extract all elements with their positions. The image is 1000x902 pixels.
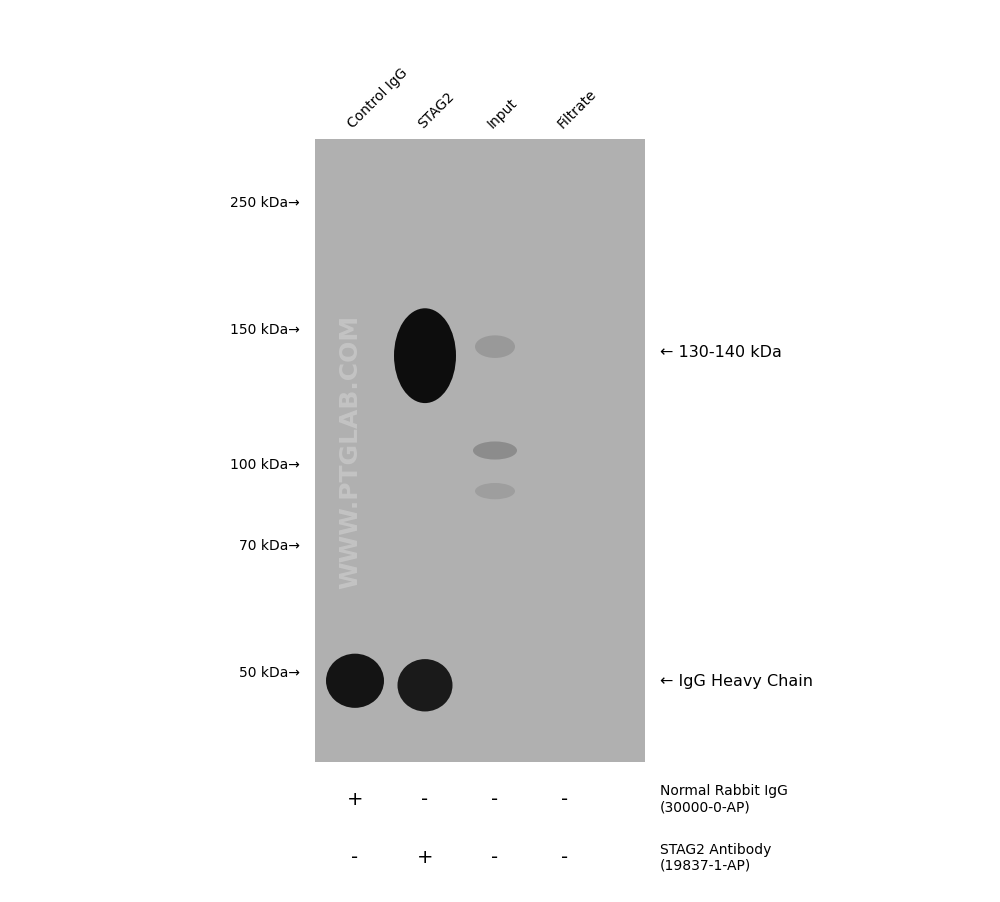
Text: STAG2: STAG2 bbox=[415, 89, 457, 131]
Text: 50 kDa→: 50 kDa→ bbox=[239, 665, 300, 679]
Text: Control IgG: Control IgG bbox=[345, 66, 410, 131]
Ellipse shape bbox=[473, 442, 517, 460]
Ellipse shape bbox=[394, 308, 456, 403]
Text: 250 kDa→: 250 kDa→ bbox=[230, 196, 300, 210]
Text: ← IgG Heavy Chain: ← IgG Heavy Chain bbox=[660, 674, 813, 688]
Text: -: - bbox=[491, 788, 499, 808]
Text: -: - bbox=[351, 847, 359, 867]
Text: Input: Input bbox=[485, 96, 520, 131]
Ellipse shape bbox=[475, 336, 515, 359]
Text: +: + bbox=[347, 788, 363, 808]
Text: -: - bbox=[561, 847, 569, 867]
Text: Normal Rabbit IgG
(30000-0-AP): Normal Rabbit IgG (30000-0-AP) bbox=[660, 783, 788, 814]
Text: 150 kDa→: 150 kDa→ bbox=[230, 322, 300, 336]
Text: WWW.PTGLAB.COM: WWW.PTGLAB.COM bbox=[338, 314, 362, 588]
Text: 100 kDa→: 100 kDa→ bbox=[230, 457, 300, 472]
Text: -: - bbox=[491, 847, 499, 867]
Ellipse shape bbox=[398, 659, 452, 712]
Text: STAG2 Antibody
(19837-1-AP): STAG2 Antibody (19837-1-AP) bbox=[660, 842, 771, 872]
Bar bbox=[315, 140, 645, 762]
Text: +: + bbox=[417, 847, 433, 867]
Ellipse shape bbox=[326, 654, 384, 708]
Text: -: - bbox=[561, 788, 569, 808]
Text: -: - bbox=[421, 788, 429, 808]
Text: 70 kDa→: 70 kDa→ bbox=[239, 538, 300, 553]
Ellipse shape bbox=[475, 483, 515, 500]
Text: ← 130-140 kDa: ← 130-140 kDa bbox=[660, 345, 782, 359]
Text: Filtrate: Filtrate bbox=[555, 87, 599, 131]
